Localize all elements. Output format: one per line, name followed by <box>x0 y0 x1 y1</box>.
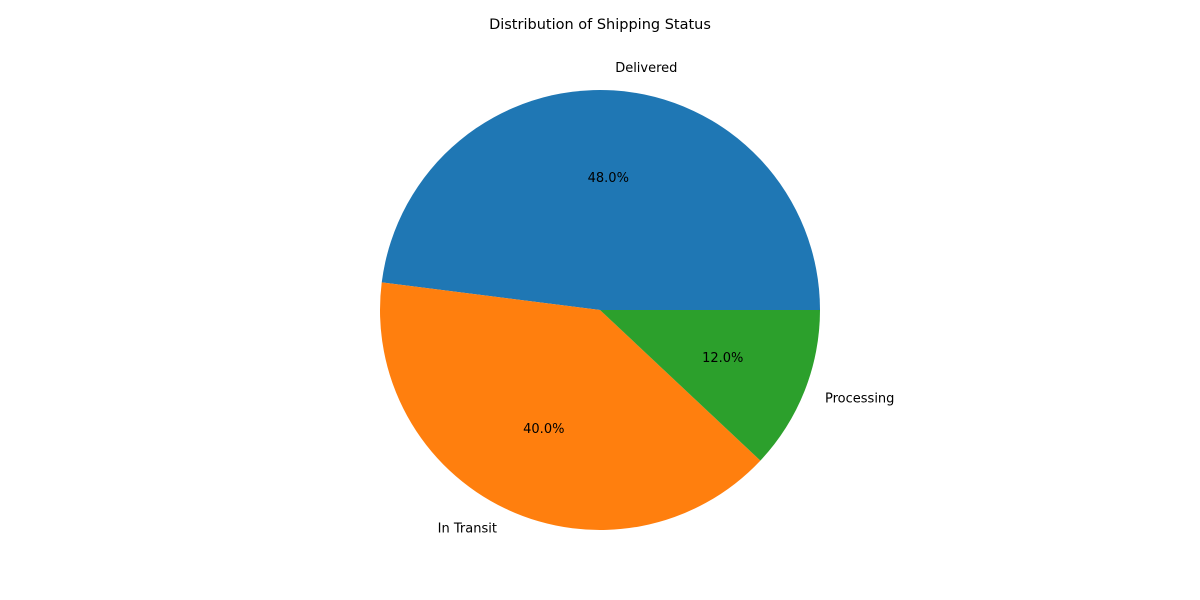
pie-labels: Delivered 48.0% In Transit 40.0% Processing 1… <box>438 61 895 536</box>
chart-title: Distribution of Shipping Status <box>489 17 711 33</box>
pie-slice-delivered <box>381 90 820 310</box>
slice-label-processing: Processing <box>825 392 894 407</box>
slice-percent-delivered: 48.0% <box>588 171 629 186</box>
pie-slices <box>380 90 820 530</box>
slice-percent-in-transit: 40.0% <box>523 422 564 437</box>
pie-slice-in-transit <box>380 282 761 530</box>
slice-label-delivered: Delivered <box>615 61 677 76</box>
slice-percent-processing: 12.0% <box>702 351 743 366</box>
slice-label-in-transit: In Transit <box>438 521 497 536</box>
pie-slice-processing <box>600 310 820 461</box>
